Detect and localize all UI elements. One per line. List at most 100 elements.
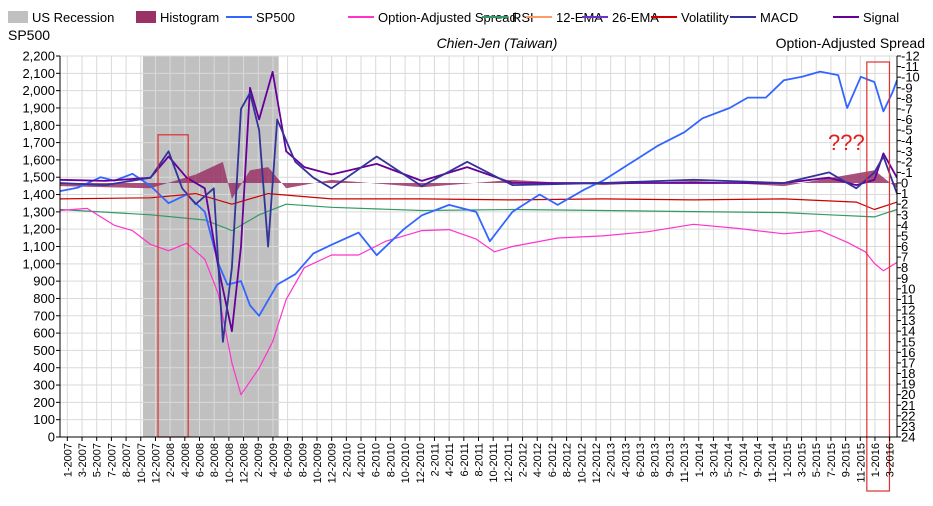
- x-tick-label: 1-2014: [694, 443, 706, 477]
- x-tick-label: 12-2010: [415, 443, 427, 483]
- right-tick-label: 1: [901, 186, 908, 201]
- x-ticks: 1-2007 3-2007 5-2007 7-2007 8-2007 10-2007 12-…: [62, 437, 897, 483]
- left-tick-label: 200: [33, 395, 55, 410]
- x-tick-label: 7-2007: [106, 443, 118, 477]
- x-tick-label: 4-2009: [268, 443, 280, 477]
- left-tick-label: 900: [33, 274, 55, 289]
- right-tick-label: 7: [901, 250, 908, 265]
- right-tick-label: 12: [901, 303, 915, 318]
- chart-title: Chien-Jen (Taiwan): [437, 35, 558, 51]
- question-annotation: ???: [828, 130, 865, 155]
- x-tick-label: 6-2011: [459, 443, 471, 476]
- x-tick-label: 3-2015: [797, 443, 809, 477]
- x-tick-label: 11-2014: [767, 443, 779, 483]
- left-tick-label: 1,700: [22, 135, 55, 150]
- legend-label-histogram: Histogram: [160, 10, 219, 25]
- left-tick-label: 2,100: [22, 66, 55, 81]
- right-tick-label: 22: [901, 408, 915, 423]
- x-tick-label: 4-2013: [620, 443, 632, 477]
- x-tick-label: 2-2009: [253, 443, 265, 477]
- right-tick-label: -1: [901, 165, 913, 180]
- x-tick-label: 12-2011: [503, 443, 515, 483]
- histogram-segment: [150, 174, 196, 189]
- right-tick-label: -7: [901, 101, 913, 116]
- x-tick-label: 12-2007: [150, 443, 162, 483]
- x-tick-label: 12-2012: [591, 443, 603, 483]
- right-tick-label: 4: [901, 218, 908, 233]
- x-tick-label: 9-2015: [841, 443, 853, 477]
- left-tick-label: 500: [33, 343, 55, 358]
- x-tick-label: 1-2016: [870, 443, 882, 477]
- legend-label-12-ema: 12-EMA: [556, 10, 603, 25]
- x-tick-label: 6-2009: [283, 443, 295, 477]
- right-tick-label: 5: [901, 228, 908, 243]
- x-tick-label: 8-2012: [562, 443, 574, 477]
- x-tick-label: 2-2013: [606, 443, 618, 477]
- histogram-segment: [286, 179, 332, 189]
- x-tick-label: 6-2008: [195, 443, 207, 477]
- right-tick-label: 24: [901, 430, 915, 445]
- left-tick-label: 1,900: [22, 100, 55, 115]
- right-tick-label: -8: [901, 91, 913, 106]
- left-ticks: 0 100 200 300 400 500 600 700 800 900 1,000 1,100 1,…: [22, 49, 60, 445]
- left-tick-label: 1,600: [22, 152, 55, 167]
- left-tick-label: 300: [33, 378, 55, 393]
- volatility-line: [59, 193, 898, 211]
- histogram-segment: [195, 161, 223, 183]
- x-tick-label: 3-2007: [77, 443, 89, 477]
- x-tick-label: 8-2007: [121, 443, 133, 477]
- x-tick-label: 2-2011: [429, 443, 441, 476]
- x-tick-label: 12-2008: [239, 443, 251, 483]
- series-layer: [59, 70, 898, 396]
- right-tick-label: 11: [901, 292, 915, 307]
- signal-line: [59, 71, 898, 333]
- histogram-segment: [222, 161, 232, 199]
- right-tick-label: 0: [901, 176, 908, 191]
- x-tick-label: 12-2009: [327, 443, 339, 483]
- right-tick-label: 9: [901, 271, 908, 286]
- gridlines: [60, 55, 897, 438]
- right-tick-label: 8: [901, 260, 908, 275]
- x-tick-label: 4-2010: [356, 443, 368, 477]
- x-tick-label: 4-2012: [532, 443, 544, 477]
- left-tick-label: 600: [33, 326, 55, 341]
- x-tick-label: 3-2016: [885, 443, 897, 477]
- histogram-segment: [331, 179, 422, 188]
- x-tick-label: 4-2011: [444, 443, 456, 476]
- x-tick-label: 10-2007: [136, 443, 148, 483]
- x-tick-label: 11-2013: [679, 443, 691, 483]
- x-tick-label: 7-2014: [738, 443, 750, 477]
- right-tick-label: -4: [901, 133, 913, 148]
- right-tick-label: 21: [901, 398, 915, 413]
- x-tick-label: 8-2009: [297, 443, 309, 477]
- x-tick-label: 2-2008: [165, 443, 177, 477]
- legend-label-rsi: RSI: [512, 10, 534, 25]
- right-tick-label: 2: [901, 197, 908, 212]
- legend-label-sp500: SP500: [256, 10, 295, 25]
- left-tick-label: 1,300: [22, 204, 55, 219]
- x-tick-label: 5-2015: [811, 443, 823, 477]
- right-tick-label: 3: [901, 207, 908, 222]
- x-tick-label: 6-2012: [547, 443, 559, 477]
- x-tick-label: 5-2014: [723, 443, 735, 477]
- x-tick-label: 1-2007: [62, 443, 74, 477]
- legend-label-volatility: Volatility: [681, 10, 729, 25]
- left-tick-label: 0: [48, 430, 55, 445]
- x-tick-label: 8-2011: [474, 443, 486, 476]
- right-tick-label: 10: [901, 281, 915, 296]
- left-tick-label: 1,500: [22, 170, 55, 185]
- macd-line: [59, 92, 898, 343]
- left-tick-label: 100: [33, 412, 55, 427]
- right-tick-label: 16: [901, 345, 915, 360]
- x-tick-label: 10-2012: [576, 443, 588, 483]
- right-tick-label: -12: [901, 49, 920, 64]
- legend-label-us-recession: US Recession: [32, 10, 114, 25]
- x-tick-label: 6-2013: [635, 443, 647, 477]
- legend-label-signal: Signal: [863, 10, 899, 25]
- right-tick-label: 20: [901, 387, 915, 402]
- left-tick-label: 1,400: [22, 187, 55, 202]
- left-tick-label: 1,200: [22, 222, 55, 237]
- left-tick-label: 1,100: [22, 239, 55, 254]
- x-tick-label: 9-2014: [753, 443, 765, 477]
